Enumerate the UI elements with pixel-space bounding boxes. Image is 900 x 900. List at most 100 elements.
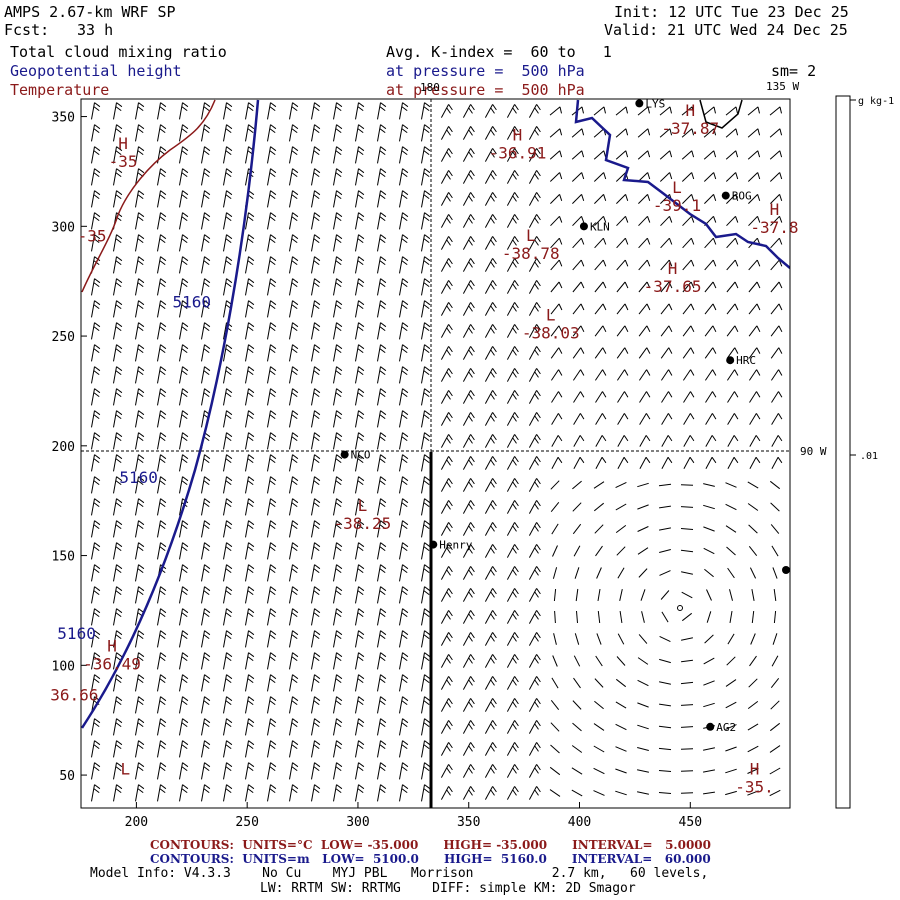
- wind-barb: [484, 720, 497, 734]
- wind-barb: [440, 676, 453, 690]
- wind-barb: [593, 723, 605, 731]
- wind-barb: [637, 526, 649, 532]
- wind-barb: [201, 674, 211, 692]
- wind-barb: [333, 410, 343, 428]
- wind-barb: [506, 170, 519, 184]
- wind-barb: [484, 456, 497, 470]
- wind-barb: [201, 190, 211, 208]
- wind-barb: [703, 483, 715, 487]
- wind-barb: [550, 281, 563, 293]
- temp-extremum-symbol: L: [672, 178, 682, 197]
- wind-barb: [355, 212, 365, 230]
- wind-barb: [355, 256, 365, 274]
- wind-barb: [399, 586, 409, 604]
- wind-barb: [462, 786, 475, 800]
- wind-barb: [680, 506, 694, 508]
- field-geopotential: Geopotential height: [10, 62, 182, 80]
- wind-barb: [91, 300, 101, 318]
- wind-barb: [245, 366, 255, 384]
- wind-barb: [637, 547, 649, 555]
- wind-barb: [91, 432, 101, 450]
- wind-barb: [726, 303, 739, 315]
- wind-barb: [113, 388, 123, 406]
- wind-barb: [682, 194, 695, 204]
- wind-barb: [135, 212, 145, 230]
- wind-barb: [639, 435, 651, 447]
- wind-barb: [506, 302, 519, 316]
- station-marker: [726, 356, 735, 365]
- wind-barb: [355, 476, 365, 494]
- wind-barb: [639, 413, 651, 425]
- wind-barb: [201, 520, 211, 538]
- wind-barb: [769, 722, 781, 732]
- wind-barb: [245, 630, 255, 648]
- wind-barb: [551, 435, 563, 447]
- wind-barb: [550, 303, 563, 315]
- station-label: NCO: [351, 449, 371, 462]
- wind-barb: [659, 505, 671, 509]
- wind-barb: [201, 586, 211, 604]
- wind-barb: [135, 388, 145, 406]
- wind-barb: [658, 725, 672, 729]
- wind-barb: [311, 168, 321, 186]
- wind-barb: [594, 347, 607, 359]
- wind-barb: [91, 630, 101, 648]
- wind-barb: [748, 678, 758, 688]
- wind-barb: [440, 478, 453, 492]
- valid-time: Valid: 21 UTC Wed 24 Dec 25: [604, 21, 848, 39]
- wind-barb: [551, 391, 563, 403]
- wind-barb: [484, 500, 497, 514]
- wind-barb: [770, 347, 783, 359]
- wind-barb: [421, 586, 431, 604]
- wind-barb: [637, 747, 649, 751]
- wind-barb: [223, 102, 233, 120]
- wind-barb: [462, 456, 475, 470]
- wind-barb: [549, 172, 563, 182]
- wind-barb: [571, 172, 585, 182]
- wind-barb: [245, 410, 255, 428]
- wind-barb: [704, 259, 717, 271]
- wind-barb: [333, 784, 343, 802]
- wind-barb: [616, 281, 629, 293]
- wind-barb: [377, 476, 387, 494]
- x-tick-label: 400: [568, 815, 591, 830]
- wind-barb: [289, 256, 299, 274]
- wind-barb: [421, 476, 431, 494]
- wind-barb: [333, 674, 343, 692]
- wind-barb: [201, 344, 211, 362]
- wind-barb: [595, 435, 607, 447]
- wind-barb: [440, 434, 453, 448]
- wind-barb: [660, 347, 673, 359]
- wind-barb: [157, 608, 167, 626]
- wind-barb: [91, 344, 101, 362]
- wind-barb: [769, 789, 781, 797]
- wind-barb: [135, 190, 145, 208]
- wind-barb: [615, 525, 627, 533]
- wind-barb: [267, 388, 277, 406]
- wind-barb: [311, 740, 321, 758]
- wind-barb: [726, 656, 736, 666]
- wind-barb: [484, 170, 497, 184]
- wind-barb: [201, 212, 211, 230]
- wind-barb: [377, 410, 387, 428]
- wind-barb: [157, 652, 167, 670]
- wind-barb: [377, 212, 387, 230]
- wind-barb: [725, 150, 739, 160]
- station-label: HRC: [736, 354, 756, 367]
- wind-barb: [377, 322, 387, 340]
- wind-barb: [440, 764, 453, 778]
- wind-barb: [682, 369, 695, 381]
- wind-barb: [771, 435, 783, 447]
- wind-barb: [179, 718, 189, 736]
- wind-barb: [484, 368, 497, 382]
- wind-barb: [637, 106, 650, 116]
- wind-barb: [223, 388, 233, 406]
- wind-barb: [659, 681, 671, 685]
- wind-barb: [528, 742, 541, 756]
- wind-barb: [333, 520, 343, 538]
- wind-barb: [616, 237, 629, 249]
- wind-barb: [399, 366, 409, 384]
- wind-barb: [506, 698, 519, 712]
- wind-barb: [462, 368, 475, 382]
- wind-barb: [179, 102, 189, 120]
